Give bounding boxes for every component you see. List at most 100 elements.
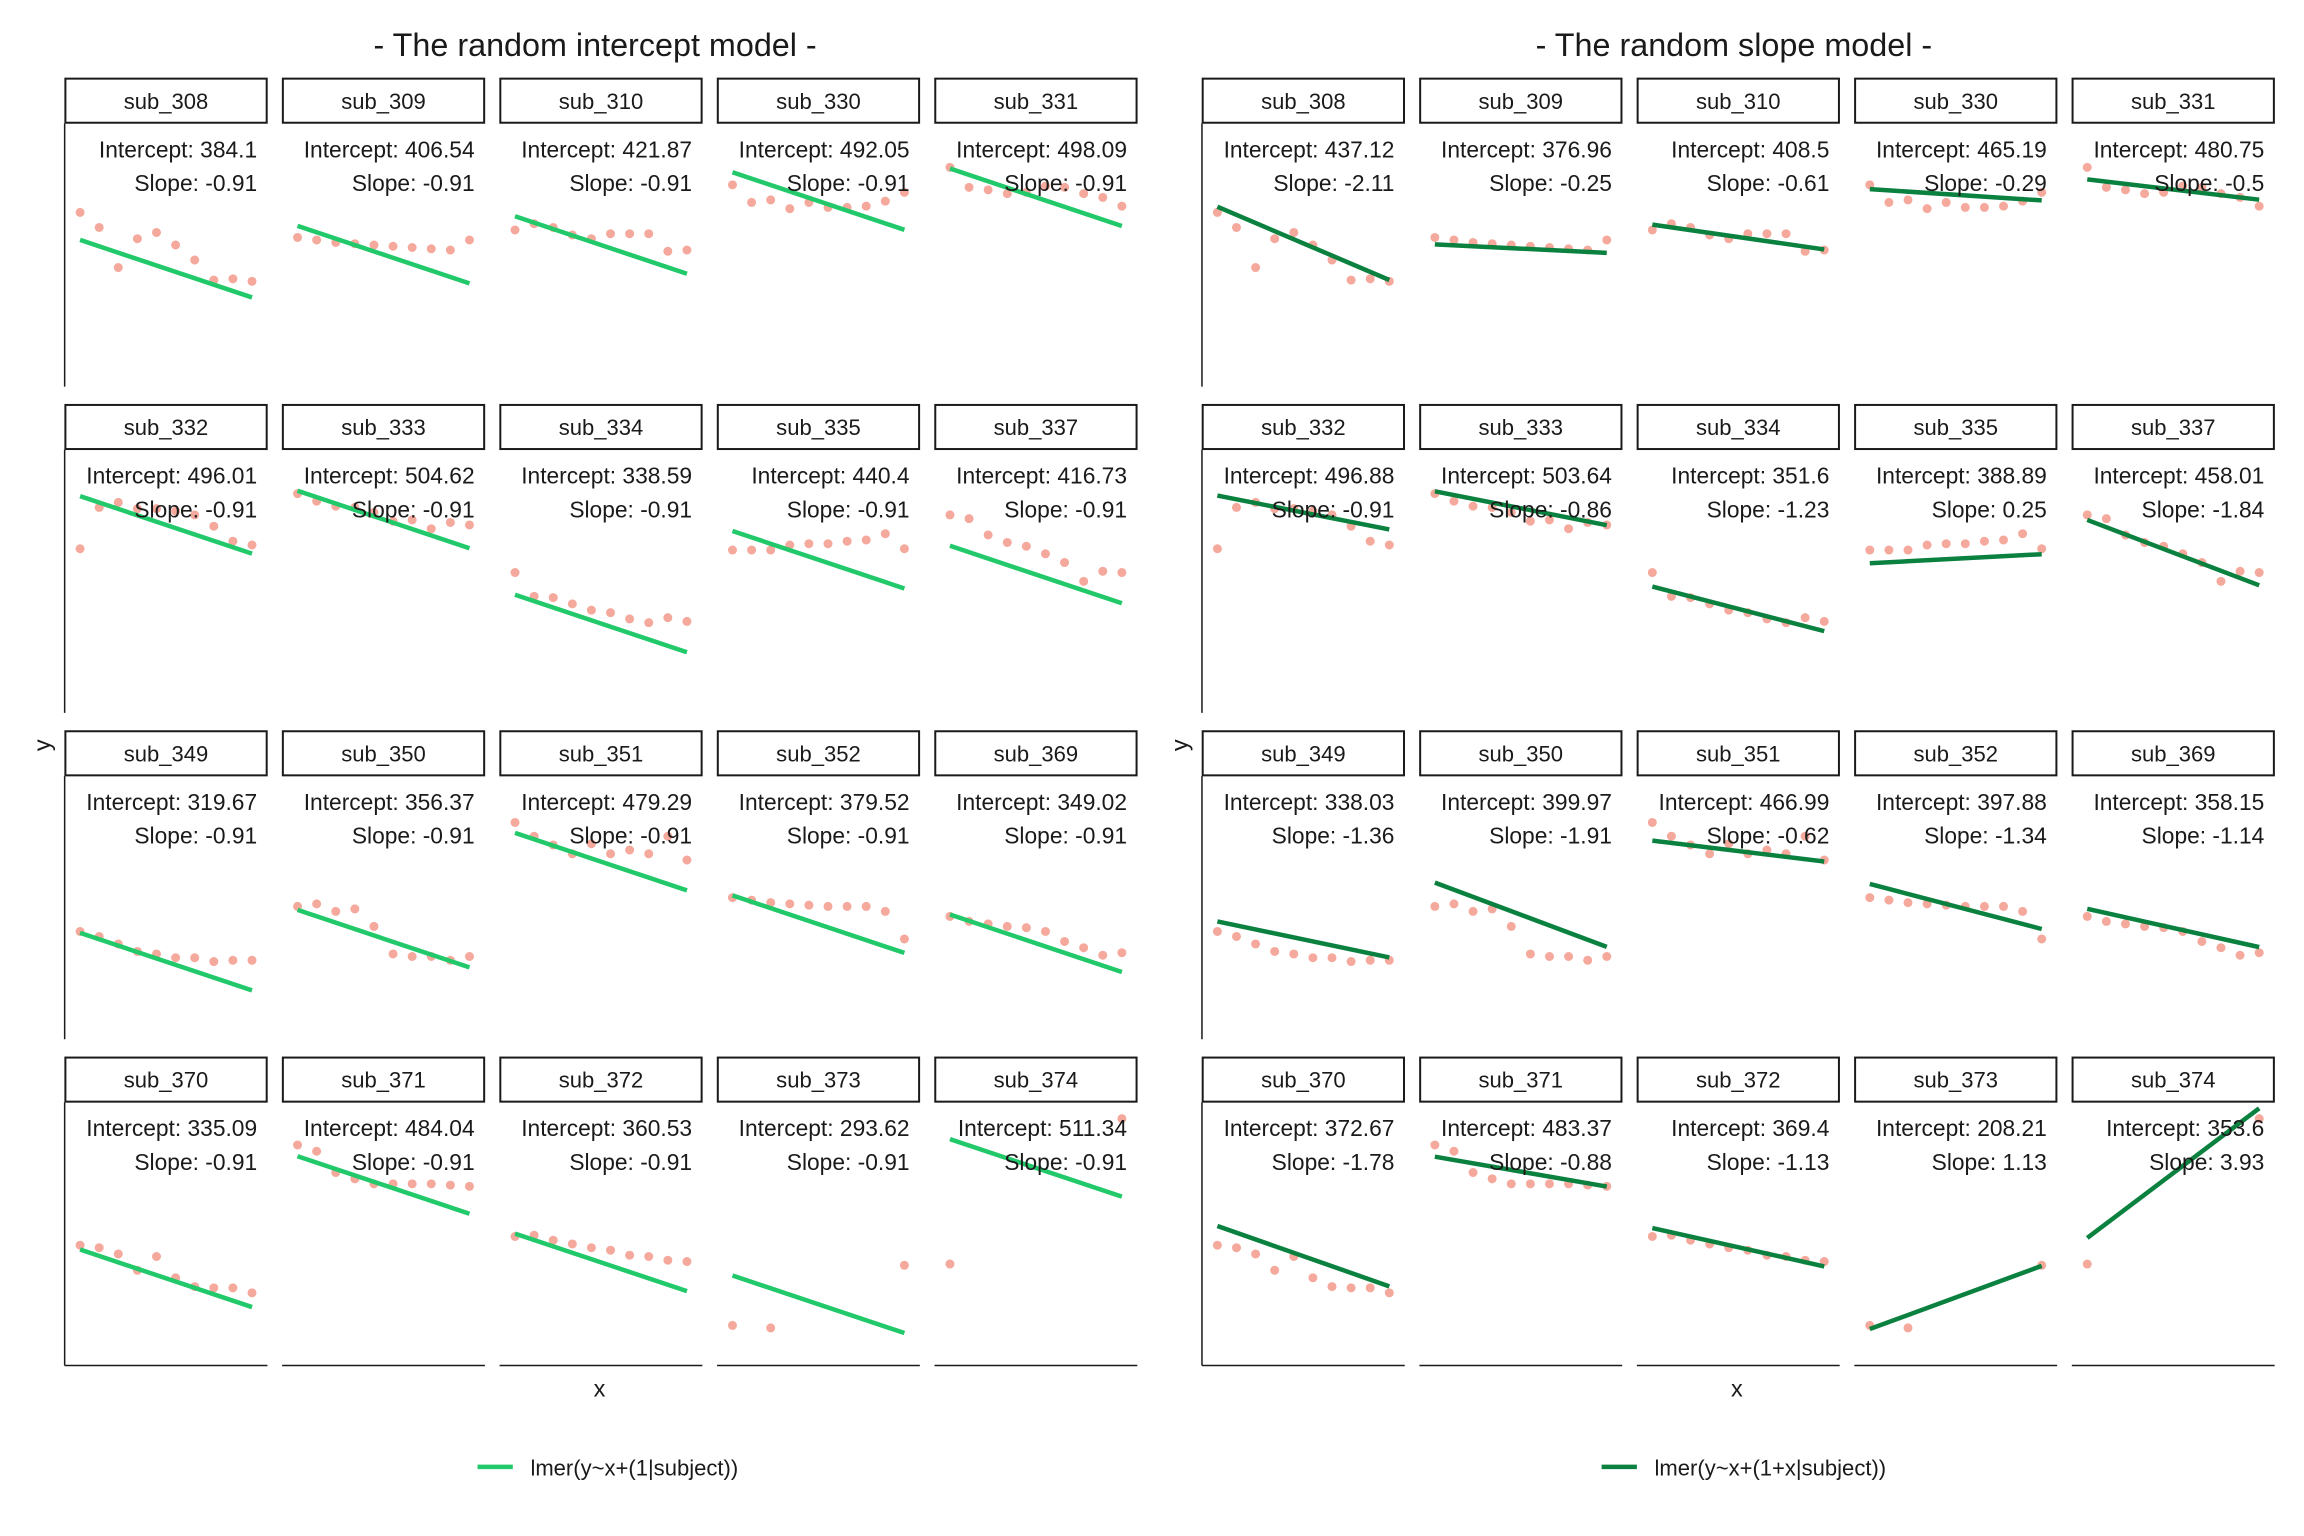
slope-label: Slope: -1.14 <box>2142 823 2265 849</box>
panel-sub_310: sub_310 Intercept: 421.87 Slope: -0.91 <box>499 77 703 276</box>
intercept-label: Intercept: 466.99 <box>1659 789 1830 815</box>
fit-line <box>1869 186 2042 203</box>
data-point <box>1098 566 1108 576</box>
data-point <box>2197 182 2207 192</box>
fit-line <box>2086 906 2260 950</box>
slope-label: Slope: 1.13 <box>1932 1149 2047 1175</box>
facet-strip <box>64 77 268 124</box>
fit-line <box>949 543 1123 606</box>
panel-sub_308: sub_308 Intercept: 437.12 Slope: -2.11 <box>1201 77 1405 387</box>
data-point <box>2254 201 2264 211</box>
data-point <box>113 497 123 507</box>
data-point <box>1525 949 1535 959</box>
data-point <box>445 245 455 255</box>
panel-sub_334: sub_334 Intercept: 338.59 Slope: -0.91 <box>499 403 703 655</box>
facet-strip <box>2071 730 2275 777</box>
data-point <box>644 618 654 628</box>
data-point <box>2254 948 2264 958</box>
data-point <box>983 185 993 195</box>
facet-strip <box>716 1056 921 1103</box>
data-point <box>1079 576 1089 586</box>
data-point <box>2235 566 2245 576</box>
data-point <box>1231 222 1241 232</box>
data-point <box>350 904 360 914</box>
data-point <box>75 1240 85 1250</box>
slope-label: Slope: -0.86 <box>1489 496 1612 522</box>
data-point <box>2120 185 2130 195</box>
intercept-label: Intercept: 416.73 <box>956 463 1127 489</box>
panel-sub_369: sub_369 Intercept: 358.15 Slope: -1.14 <box>2071 730 2275 960</box>
panel-sub_372: sub_372 Intercept: 360.53 Slope: -0.91 <box>499 1056 703 1367</box>
fit-line <box>949 166 1123 229</box>
data-point <box>1762 229 1772 239</box>
facet-strip <box>64 403 268 451</box>
data-point <box>388 241 398 251</box>
fit-line <box>731 893 906 956</box>
data-point <box>766 545 776 555</box>
data-point <box>1021 923 1031 933</box>
data-point <box>1251 939 1261 949</box>
intercept-label: Intercept: 399.97 <box>1441 789 1612 815</box>
data-point <box>1544 515 1554 525</box>
intercept-label: Intercept: 376.96 <box>1441 136 1612 162</box>
intercept-label: Intercept: 319.67 <box>86 789 257 815</box>
data-point <box>2037 934 2047 944</box>
facet-strip-label: sub_308 <box>124 89 209 114</box>
facet-strip-label: sub_374 <box>994 1068 1079 1093</box>
data-point <box>2101 916 2111 926</box>
data-point <box>94 222 104 232</box>
data-point <box>1289 227 1299 237</box>
data-point <box>247 955 257 965</box>
slope-label: Slope: -0.62 <box>1707 823 1830 849</box>
panel-sub_351: sub_351 Intercept: 466.99 Slope: -0.62 <box>1636 730 1840 865</box>
intercept-label: Intercept: 511.34 <box>958 1115 1127 1141</box>
data-point <box>1327 953 1337 963</box>
data-point <box>1666 831 1676 841</box>
facet-strip <box>281 1056 486 1103</box>
data-point <box>2254 1114 2264 1124</box>
data-point <box>1583 955 1593 965</box>
data-point <box>1544 951 1554 961</box>
slope-label: Slope: -0.91 <box>1272 496 1395 522</box>
data-point <box>682 1257 692 1267</box>
panel-sub_308: sub_308 Intercept: 384.1 Slope: -0.91 <box>63 77 268 387</box>
data-point <box>2082 510 2092 520</box>
data-point <box>1525 1179 1535 1189</box>
data-point <box>312 899 322 909</box>
panel-sub_310: sub_310 Intercept: 408.5 Slope: -0.61 <box>1636 77 1840 256</box>
data-point <box>899 934 909 944</box>
data-point <box>567 599 577 609</box>
data-point <box>2197 936 2207 946</box>
intercept-label: Intercept: 480.75 <box>2093 136 2264 162</box>
data-point <box>766 195 776 205</box>
data-point <box>2235 950 2245 960</box>
data-point <box>1346 957 1356 967</box>
panel-sub_352: sub_352 Intercept: 379.52 Slope: -0.91 <box>716 730 921 956</box>
data-point <box>1212 207 1222 217</box>
intercept-label: Intercept: 440.4 <box>751 463 909 489</box>
fit-line <box>2086 517 2260 588</box>
facet-strip-label: sub_310 <box>1696 89 1781 114</box>
data-point <box>1346 275 1356 285</box>
slope-label: Slope: -0.91 <box>1004 1149 1127 1175</box>
facet-strip-label: sub_370 <box>1261 1068 1346 1093</box>
facet-strip-label: sub_310 <box>559 89 644 114</box>
facet-strip <box>64 1056 268 1103</box>
facet-strip-label: sub_352 <box>776 741 861 766</box>
data-point <box>190 953 200 963</box>
facet-strip-label: sub_337 <box>994 415 1079 440</box>
data-point <box>880 906 890 916</box>
slope-label: Slope: -0.88 <box>1489 1149 1612 1175</box>
data-point <box>1884 545 1894 555</box>
slope-label: Slope: -0.91 <box>134 496 257 522</box>
data-point <box>1117 1114 1127 1124</box>
data-point <box>606 1245 616 1255</box>
data-point <box>861 201 871 211</box>
facet-strip <box>64 730 268 777</box>
facet-strip <box>2071 1056 2275 1103</box>
data-point <box>171 240 181 250</box>
y-axis-label: y <box>29 739 55 751</box>
slope-label: Slope: -1.78 <box>1272 1149 1395 1175</box>
data-point <box>171 506 181 516</box>
data-point <box>804 539 814 549</box>
